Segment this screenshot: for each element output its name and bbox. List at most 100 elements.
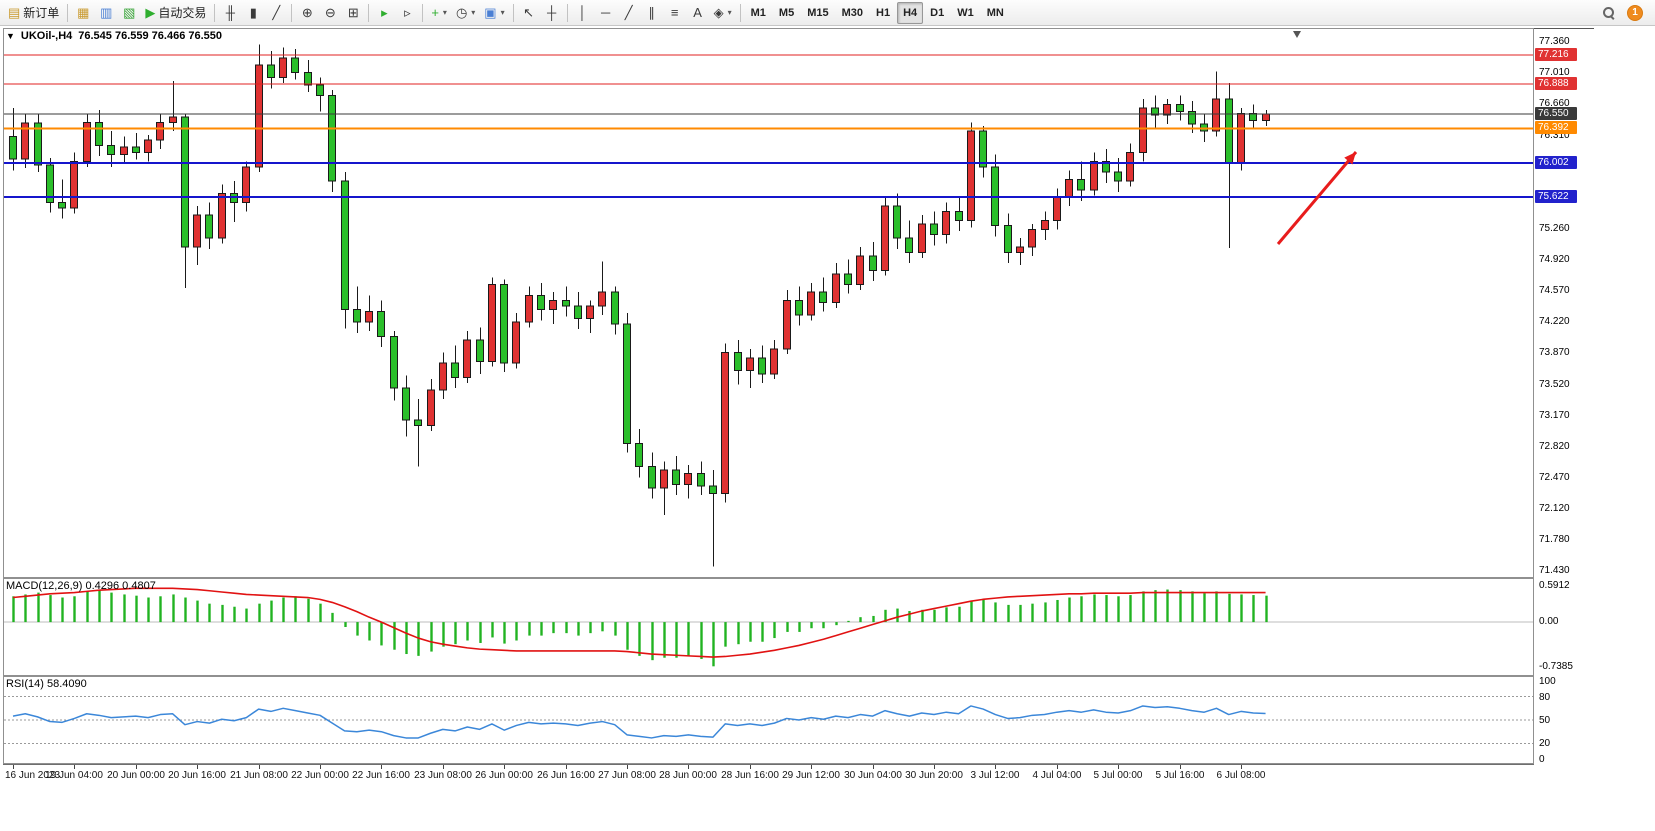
price-tick-label: 72.820 bbox=[1539, 441, 1570, 452]
channel-button[interactable]: ∥ bbox=[641, 2, 663, 24]
time-label: 29 Jun 12:00 bbox=[782, 770, 840, 781]
ohlc-bars-icon: ╫ bbox=[225, 5, 235, 20]
navigator-icon: ▧ bbox=[123, 5, 136, 20]
price-tick-label: 77.360 bbox=[1539, 36, 1570, 47]
timeframe-m15-button[interactable]: M15 bbox=[807, 6, 829, 19]
time-tick bbox=[504, 765, 505, 769]
price-marker-label: 77.216 bbox=[1535, 48, 1577, 61]
tile-windows-button[interactable]: ⊞ bbox=[342, 2, 364, 24]
time-tick bbox=[259, 765, 260, 769]
timeframe-w1-button[interactable]: W1 bbox=[957, 6, 974, 19]
indicators-button[interactable]: + ▾ bbox=[427, 2, 451, 24]
time-tick bbox=[688, 765, 689, 769]
time-tick bbox=[566, 765, 567, 769]
horizontal-line-button[interactable]: ─ bbox=[595, 2, 617, 24]
data-window-button[interactable]: ▥ bbox=[95, 2, 117, 24]
candlestick-chart-icon: ▮ bbox=[249, 5, 257, 20]
chart-dropdown-icon[interactable]: ▼ bbox=[6, 31, 15, 41]
timeframe-d1-button[interactable]: D1 bbox=[930, 6, 945, 19]
channel-icon: ∥ bbox=[648, 5, 655, 20]
time-tick bbox=[13, 765, 14, 769]
time-tick bbox=[1057, 765, 1058, 769]
time-label: 28 Jun 00:00 bbox=[659, 770, 717, 781]
arrows-button[interactable]: ◈ ▾ bbox=[710, 2, 736, 24]
text-icon: A bbox=[693, 5, 702, 20]
price-tick-label: 72.120 bbox=[1539, 503, 1570, 514]
horizontal-level-lines[interactable] bbox=[4, 54, 1533, 199]
new-order-button[interactable]: ▤ 新订单 bbox=[4, 2, 63, 24]
price-tick-label: 75.260 bbox=[1539, 223, 1570, 234]
trendline-icon: ╱ bbox=[624, 5, 633, 20]
toolbar-right: 1 bbox=[1597, 2, 1651, 24]
timeframe-m1-button[interactable]: M1 bbox=[750, 6, 766, 19]
chevron-down-icon: ▾ bbox=[727, 8, 732, 17]
rsi-scale-label: 0 bbox=[1539, 754, 1545, 765]
macd-panel[interactable] bbox=[3, 578, 1534, 676]
market-watch-button[interactable]: ▦ bbox=[72, 2, 94, 24]
vertical-line-icon: │ bbox=[578, 5, 587, 20]
chart-title: ▼ UKOil-,H4 76.545 76.559 76.466 76.550 bbox=[6, 30, 222, 42]
timeframe-m30-button[interactable]: M30 bbox=[841, 6, 863, 19]
notification-badge[interactable]: 1 bbox=[1627, 4, 1643, 21]
navigator-button[interactable]: ▧ bbox=[118, 2, 140, 24]
vertical-line-button[interactable]: │ bbox=[572, 2, 594, 24]
timeframe-h4-button[interactable]: H4 bbox=[897, 1, 924, 24]
rsi-panel[interactable] bbox=[3, 676, 1534, 764]
chart-ohlc: 76.545 76.559 76.466 76.550 bbox=[78, 30, 223, 42]
chart-shift-button[interactable]: ▹ bbox=[396, 2, 418, 24]
new-order-button-label: 新订单 bbox=[23, 6, 60, 20]
timeframe-h1-button[interactable]: H1 bbox=[876, 6, 891, 19]
price-chart[interactable] bbox=[3, 28, 1534, 578]
zoom-in-button[interactable]: ⊕ bbox=[296, 2, 318, 24]
macd-histogram bbox=[12, 589, 1268, 667]
ohlc-bars-button[interactable]: ╫ bbox=[219, 2, 241, 24]
time-label: 4 Jul 04:00 bbox=[1032, 770, 1082, 781]
time-label: 26 Jun 16:00 bbox=[537, 770, 595, 781]
time-axis[interactable]: 16 Jun 2023 19 Jun 04:00 20 Jun 00:00 20 Ju… bbox=[3, 764, 1534, 784]
rsi-scale-label: 50 bbox=[1539, 715, 1551, 726]
toolbar-buttons: ▤ 新订单 ▦ ▥ ▧ ▶ 自动交易 ╫ ▮ ╱ ⊕ ⊖ ⊞ ▸ ▹ + ▾ ◷ ▾ ▣ ▾ ↖ ┼ │ ─ ╱ ∥ ≡ A ◈ ▾ M1 M5… bbox=[4, 1, 1010, 24]
fibonacci-button[interactable]: ≡ bbox=[664, 2, 686, 24]
rsi-scale-label: 80 bbox=[1539, 692, 1551, 703]
price-marker-label: 76.002 bbox=[1535, 156, 1577, 169]
time-label: 20 Jun 00:00 bbox=[107, 770, 165, 781]
rsi-level-lines bbox=[4, 696, 1533, 744]
time-tick bbox=[873, 765, 874, 769]
time-tick bbox=[750, 765, 751, 769]
auto-scroll-button[interactable]: ▸ bbox=[373, 2, 395, 24]
new-order-icon: ▤ bbox=[8, 5, 21, 20]
text-button[interactable]: A bbox=[687, 2, 709, 24]
price-axis[interactable]: 77.360 77.010 76.660 76.310 75.260 74.920 74.5… bbox=[1534, 28, 1604, 786]
auto-scroll-icon: ▸ bbox=[381, 5, 388, 20]
time-tick bbox=[1180, 765, 1181, 769]
price-tick-label: 73.870 bbox=[1539, 347, 1570, 358]
zoom-out-button[interactable]: ⊖ bbox=[319, 2, 341, 24]
toolbar-separator bbox=[739, 3, 741, 22]
templates-button[interactable]: ▣ ▾ bbox=[480, 2, 508, 24]
crosshair-button[interactable]: ┼ bbox=[541, 2, 563, 24]
cursor-button[interactable]: ↖ bbox=[518, 2, 540, 24]
candlestick-chart-button[interactable]: ▮ bbox=[242, 2, 264, 24]
autotrade-button[interactable]: ▶ 自动交易 bbox=[141, 2, 210, 24]
trendline-button[interactable]: ╱ bbox=[618, 2, 640, 24]
timeframe-m5-button[interactable]: M5 bbox=[778, 6, 795, 19]
periods-button[interactable]: ◷ ▾ bbox=[452, 2, 479, 24]
chart-area: ▼ UKOil-,H4 76.545 76.559 76.466 76.550 … bbox=[0, 26, 1655, 831]
price-marker-label: 76.888 bbox=[1535, 77, 1577, 90]
line-chart-button[interactable]: ╱ bbox=[265, 2, 287, 24]
macd-scale-label: -0.7385 bbox=[1539, 661, 1573, 672]
time-label: 3 Jul 12:00 bbox=[970, 770, 1020, 781]
zoom-in-icon: ⊕ bbox=[301, 5, 313, 20]
chevron-down-icon: ▾ bbox=[442, 8, 447, 17]
time-label: 23 Jun 08:00 bbox=[414, 770, 472, 781]
autotrade-icon: ▶ bbox=[145, 5, 156, 20]
search-icon bbox=[1602, 6, 1615, 19]
timeframe-mn-button[interactable]: MN bbox=[986, 6, 1004, 19]
rsi-scale-label: 100 bbox=[1539, 676, 1556, 687]
search-button[interactable] bbox=[1597, 2, 1619, 24]
time-label: 22 Jun 16:00 bbox=[352, 770, 410, 781]
rsi-label: RSI(14) 58.4090 bbox=[6, 678, 87, 690]
templates-icon: ▣ bbox=[484, 5, 497, 20]
annotation-arrow[interactable] bbox=[1276, 151, 1358, 245]
time-label: 22 Jun 00:00 bbox=[291, 770, 349, 781]
